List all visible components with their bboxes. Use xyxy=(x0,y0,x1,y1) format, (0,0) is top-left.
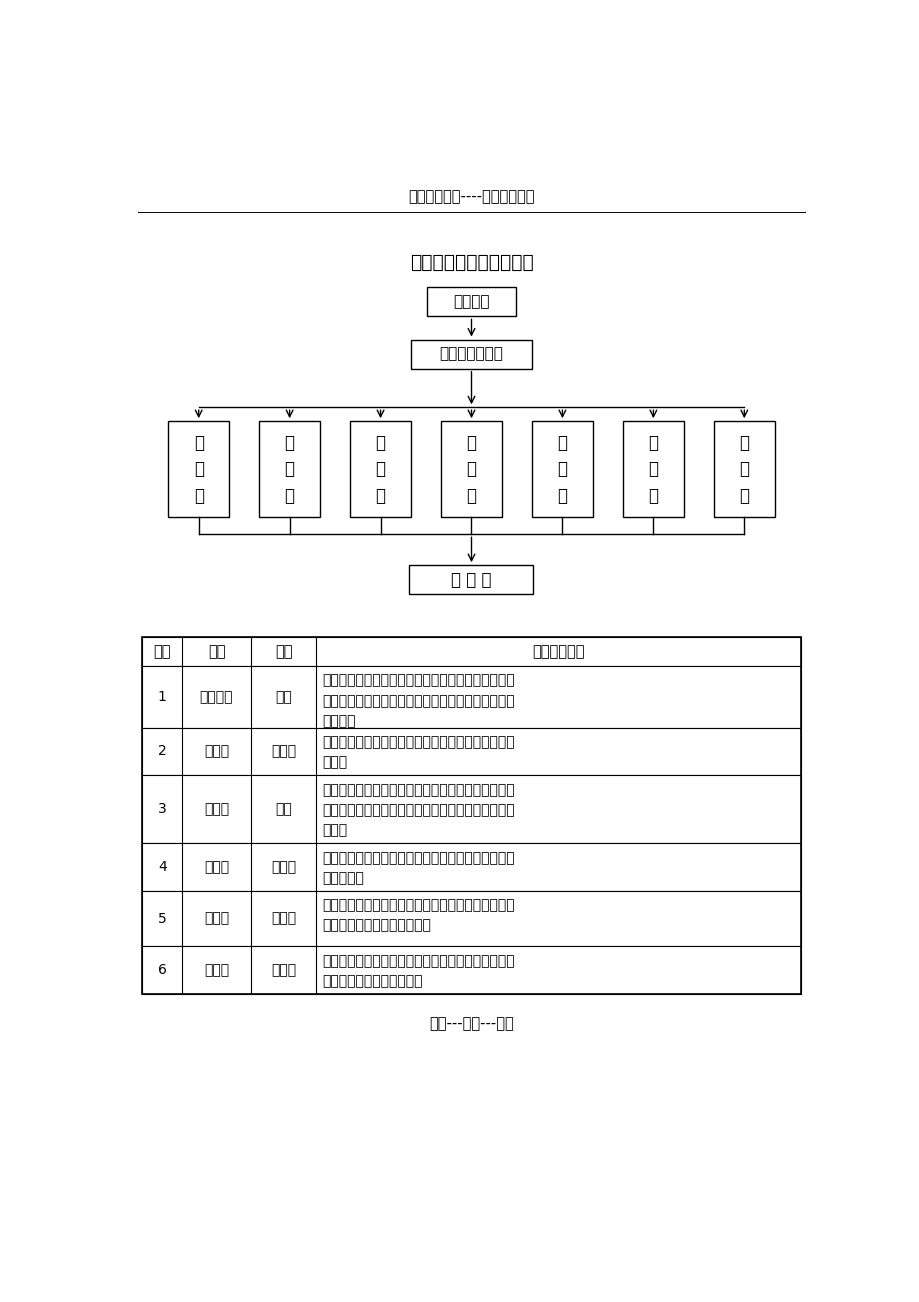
Text: 李雪男: 李雪男 xyxy=(271,911,296,926)
Bar xyxy=(441,421,501,517)
Text: 施工员: 施工员 xyxy=(204,859,229,874)
Text: 岗位职责概述: 岗位职责概述 xyxy=(532,644,584,659)
Text: 郭文斌: 郭文斌 xyxy=(271,745,296,759)
Bar xyxy=(142,637,800,667)
Text: 查晓君: 查晓君 xyxy=(271,859,296,874)
Text: 安全员: 安全员 xyxy=(204,745,229,759)
Text: 负责落实执行施工技术方案和质量、安全保证措施，
负执行责任: 负责落实执行施工技术方案和质量、安全保证措施， 负执行责任 xyxy=(322,850,514,885)
Text: 计
划
员: 计 划 员 xyxy=(375,434,385,505)
Text: 岗位: 岗位 xyxy=(208,644,225,659)
Bar xyxy=(713,421,774,517)
Text: 序号: 序号 xyxy=(153,644,171,659)
Text: 顾杰: 顾杰 xyxy=(275,690,291,704)
Text: 预算员: 预算员 xyxy=(204,963,229,976)
Text: 4: 4 xyxy=(158,859,166,874)
Text: 姓名: 姓名 xyxy=(275,644,292,659)
Bar xyxy=(622,421,683,517)
Text: 3: 3 xyxy=(158,802,166,816)
Text: 2: 2 xyxy=(158,745,166,759)
Bar xyxy=(168,421,229,517)
Text: 质
检
员: 质 检 员 xyxy=(557,434,567,505)
Text: 专心---专注---专业: 专心---专注---专业 xyxy=(428,1016,514,1031)
Text: 项目经理: 项目经理 xyxy=(453,294,489,310)
Text: 材料员: 材料员 xyxy=(204,911,229,926)
Text: 材
料
员: 材 料 员 xyxy=(648,434,658,505)
Text: 施 工 队: 施 工 队 xyxy=(450,570,492,589)
Bar xyxy=(259,421,320,517)
Text: 安
全
员: 安 全 员 xyxy=(466,434,476,505)
Text: 项目技术负责人: 项目技术负责人 xyxy=(439,346,503,362)
Text: 1: 1 xyxy=(158,690,166,704)
Bar xyxy=(142,637,800,993)
Text: 认真执行国家及上级有关质量监督的规定、标准。对
工程质量负监督、检查、验收责任，坚决制止不合格
品通行: 认真执行国家及上级有关质量监督的规定、标准。对 工程质量负监督、检查、验收责任，… xyxy=(322,783,514,837)
Text: 6: 6 xyxy=(158,963,166,976)
Text: 预
算
员: 预 算 员 xyxy=(739,434,748,505)
Text: 专职专责负责该项目的现场施工安全及文明生产的管
理工作: 专职专责负责该项目的现场施工安全及文明生产的管 理工作 xyxy=(322,736,514,769)
Text: 全面负责工程施工实施的计划决策、组织指挥、协调
等经营管理工作，承担经营管理责任，终身负责工程
质量管理: 全面负责工程施工实施的计划决策、组织指挥、协调 等经营管理工作，承担经营管理责任… xyxy=(322,673,514,728)
Text: 精选优质文档----倾情为你奉上: 精选优质文档----倾情为你奉上 xyxy=(408,189,534,204)
Text: 负责该工程的财务收支，计划工程量、工程完成量和
增减工程的统计、核算工作: 负责该工程的财务收支，计划工程量、工程完成量和 增减工程的统计、核算工作 xyxy=(322,954,514,988)
Bar xyxy=(142,947,800,993)
Bar xyxy=(142,728,800,775)
Text: 施工现场安全管理网络图: 施工现场安全管理网络图 xyxy=(409,253,533,272)
Bar xyxy=(426,288,516,316)
Text: 顾勤芹: 顾勤芹 xyxy=(271,963,296,976)
Text: 负责该工程的材料采购、进场计划，以及材料进场验
收、搬运和储存等方面的管理: 负责该工程的材料采购、进场计划，以及材料进场验 收、搬运和储存等方面的管理 xyxy=(322,898,514,932)
Bar xyxy=(409,565,533,595)
Bar xyxy=(411,340,531,368)
Bar xyxy=(142,667,800,728)
Text: 5: 5 xyxy=(158,911,166,926)
Text: 施
工
员: 施 工 员 xyxy=(194,434,203,505)
Bar xyxy=(350,421,411,517)
Bar xyxy=(142,844,800,891)
Text: 质检员: 质检员 xyxy=(204,802,229,816)
Text: 袁铖: 袁铖 xyxy=(275,802,291,816)
Bar xyxy=(142,775,800,844)
Bar xyxy=(142,891,800,947)
Bar xyxy=(531,421,592,517)
Text: 项目经理: 项目经理 xyxy=(199,690,233,704)
Text: 资
料
员: 资 料 员 xyxy=(284,434,294,505)
